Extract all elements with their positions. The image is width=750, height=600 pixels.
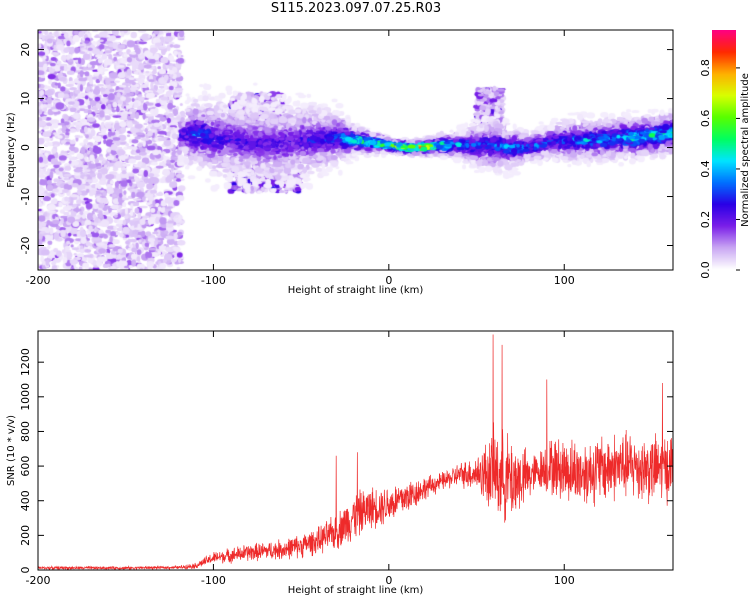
spec-x-tick-label: 100: [554, 274, 575, 287]
colorbar-label: Normalized spectral amplitude: [740, 73, 750, 227]
spec-x-tick-label: -100: [201, 274, 226, 287]
spec-y-axis-label: Frequency (Hz): [6, 112, 17, 188]
spec-x-tick-label: 0: [385, 274, 392, 287]
spec-y-tick-label: 10: [19, 92, 32, 106]
figure-title: S115.2023.097.07.25.R03: [270, 1, 442, 16]
snr-y-tick-label: 600: [19, 456, 32, 477]
snr-x-tick-label: -100: [201, 574, 226, 587]
colorbar: [712, 30, 736, 270]
snr-y-tick-label: 400: [19, 490, 32, 511]
spec-y-tick-label: 0: [19, 144, 32, 151]
spec-x-tick-label: -200: [26, 274, 51, 287]
spec-y-tick-label: 20: [19, 43, 32, 57]
snr-x-axis-label: Height of straight line (km): [288, 585, 424, 596]
snr-y-tick-label: 200: [19, 525, 32, 546]
colorbar-tick-label: 0.4: [699, 160, 712, 178]
spectrogram-frame: [37, 29, 674, 271]
snr-frame: [37, 330, 674, 571]
snr-x-tick-label: 0: [385, 574, 392, 587]
colorbar-tick-label: 0.0: [699, 261, 712, 279]
snr-series-line: [37, 334, 674, 571]
colorbar-tick-label: 0.8: [699, 59, 712, 77]
snr-y-tick-label: 0: [19, 567, 32, 574]
snr-x-tick-label: -200: [26, 574, 51, 587]
snr-x-tick-label: 100: [554, 574, 575, 587]
spec-y-tick-label: -20: [19, 237, 32, 255]
snr-y-tick-label: 1200: [19, 348, 32, 376]
snr-y-axis-label: SNR (10 * v/v): [6, 415, 17, 486]
snr-y-tick-label: 800: [19, 421, 32, 442]
colorbar-tick-label: 0.6: [699, 110, 712, 128]
colorbar-tick-label: 0.2: [699, 211, 712, 229]
spectrogram-plot-area: [38, 30, 673, 270]
spec-x-axis-label: Height of straight line (km): [288, 285, 424, 296]
spec-y-tick-label: -10: [19, 188, 32, 206]
snr-y-tick-label: 1000: [19, 383, 32, 411]
